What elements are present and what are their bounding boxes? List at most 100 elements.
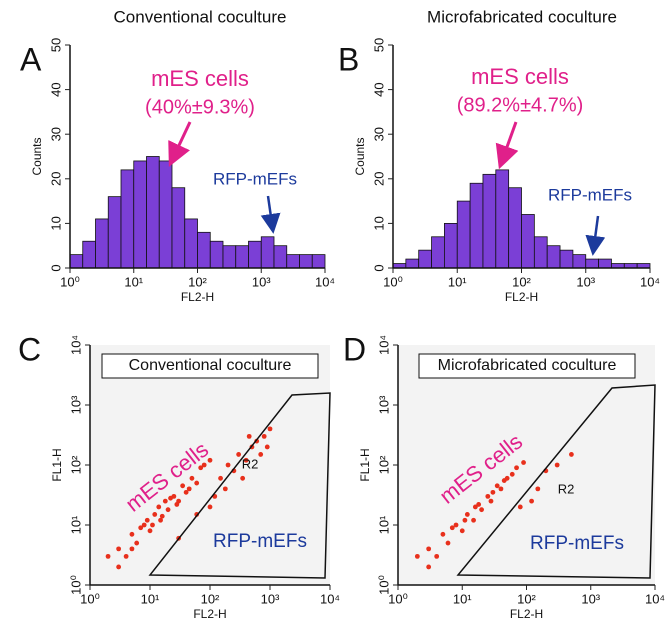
arrow [495,121,519,170]
y-tick-label: 50 [371,38,386,52]
plot-background [398,345,655,585]
x-tick-label: 10⁰ [60,274,80,289]
annotation: mES cells [151,66,249,91]
point [105,553,111,559]
panel-letter: D [343,331,366,367]
bar [482,173,497,269]
bar [146,156,160,269]
point [445,540,451,546]
point [462,517,468,523]
point [218,475,223,481]
point [434,553,440,559]
bar [248,240,262,269]
point [138,525,144,531]
point [426,564,432,570]
bar [299,254,313,269]
point [426,546,432,552]
point [488,498,494,504]
point [144,517,150,523]
bar [133,160,147,269]
point [168,495,173,501]
bar [559,249,574,269]
y-tick-label: 10² [68,455,83,474]
x-tick-label: 10³ [581,591,600,606]
plot-background [90,345,330,585]
point [152,512,158,517]
point [476,502,482,507]
bar [431,236,445,269]
bar [418,249,432,269]
bar [444,222,458,269]
arrow [168,121,192,167]
x-tick-label: 10² [188,274,207,289]
y-tick-label: 10⁴ [376,335,391,355]
panel-letter: A [20,41,42,77]
bar [273,245,288,269]
point [159,513,165,519]
title-box [101,353,319,379]
point [569,452,574,457]
point [158,517,163,523]
point [186,486,192,492]
y-tick-label: 10⁰ [68,575,83,595]
point [485,493,491,499]
annotation: RFP-mEFs [548,185,632,204]
annotation: R2 [242,456,259,471]
point [201,462,207,468]
bar [311,254,326,269]
point [490,489,496,495]
point [156,504,162,510]
point [180,483,186,489]
y-tick-label: 10 [371,216,386,230]
x-tick-label: 10³ [576,274,595,289]
point [129,546,135,552]
x-tick-label: 10⁰ [80,591,100,606]
x-tick-label: 10¹ [124,274,143,289]
point [449,525,455,531]
y-tick-label: 0 [48,264,63,271]
annotation: R2 [558,481,575,496]
y-tick-label: 10⁴ [68,335,83,355]
x-axis-label: FL2-H [505,290,538,304]
y-tick-label: 20 [371,172,386,186]
point [440,531,446,537]
x-tick-label: 10³ [261,591,280,606]
point [521,460,526,465]
point [529,498,534,504]
gate-r2 [148,392,331,579]
point [116,546,122,552]
bar [598,258,612,269]
point [165,507,171,513]
point [134,540,140,546]
panel-title: Conventional coculture [129,357,292,374]
x-tick-label: 10² [517,591,536,606]
point [207,457,213,463]
y-tick-label: 30 [371,127,386,141]
bar [120,169,135,269]
x-axis-label: FL2-H [193,607,226,621]
annotation: (89.2%±4.7%) [457,94,584,116]
point [189,475,195,481]
point [147,528,153,534]
point [554,462,560,468]
x-tick-label: 10¹ [141,591,160,606]
y-tick-label: 10¹ [376,515,391,534]
point [479,507,484,513]
point [264,444,270,450]
y-tick-label: 40 [48,82,63,96]
point [414,553,420,559]
panel-title: Microfabricated coculture [427,7,617,26]
y-axis-label: FL1-H [358,448,372,481]
x-tick-label: 10⁴ [315,274,335,289]
gate-r2 [456,384,656,579]
x-tick-label: 10¹ [453,591,472,606]
y-tick-label: 10¹ [68,515,83,534]
point [246,433,252,439]
panel-letter: C [18,331,41,367]
point [236,452,242,457]
annotation: RFP-mEFs [530,533,624,554]
y-axis-label: FL1-H [50,448,64,481]
point [162,498,168,504]
bar [469,182,484,269]
point [459,528,465,534]
